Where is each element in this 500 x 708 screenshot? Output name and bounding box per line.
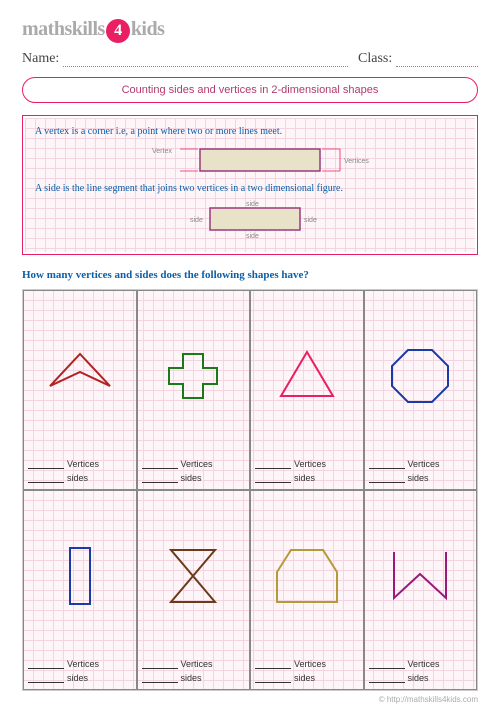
answer-lines: Vertices sides — [28, 655, 132, 683]
shape-area — [369, 297, 473, 455]
definitions-box: A vertex is a corner i.e, a point where … — [22, 115, 478, 255]
vertices-blank — [142, 460, 178, 469]
logo: mathskills4kids — [22, 18, 164, 43]
vertex-diagram: Vertex Vertices — [35, 141, 465, 177]
answer-lines: Vertices sides — [142, 655, 246, 683]
class-label: Class: — [358, 51, 392, 67]
sides-label: sides — [294, 673, 315, 683]
sides-blank — [142, 674, 178, 683]
side-label-bottom: side — [246, 233, 259, 238]
logo-pre: math — [22, 18, 64, 40]
side-label-right: side — [304, 217, 317, 224]
side-label-top: side — [246, 201, 259, 208]
sides-label: sides — [294, 473, 315, 483]
vertices-label: Vertices — [408, 459, 440, 469]
footer-copyright: © http://mathskills4kids.com — [379, 695, 478, 704]
sides-blank — [142, 474, 178, 483]
sides-blank — [255, 674, 291, 683]
shape-area — [255, 497, 359, 655]
shape-area — [142, 497, 246, 655]
class-field: Class: — [358, 51, 478, 67]
vertices-label: Vertices — [294, 459, 326, 469]
name-blank — [63, 55, 348, 67]
shape-cell-7: Vertices sides — [364, 490, 478, 690]
vertices-blank — [369, 460, 405, 469]
worksheet-title: Counting sides and vertices in 2-dimensi… — [22, 77, 478, 103]
sides-blank — [369, 674, 405, 683]
shape-cell-6: Vertices sides — [250, 490, 364, 690]
sides-blank — [28, 674, 64, 683]
vertices-label: Vertices — [181, 459, 213, 469]
answer-lines: Vertices sides — [255, 455, 359, 483]
shape-cell-3: Vertices sides — [364, 290, 478, 490]
question-text: How many vertices and sides does the fol… — [22, 269, 478, 281]
shape-cell-1: Vertices sides — [137, 290, 251, 490]
sides-label: sides — [67, 673, 88, 683]
sides-label: sides — [408, 473, 429, 483]
vertices-label: Vertices — [294, 659, 326, 669]
name-label: Name: — [22, 51, 59, 67]
side-diagram: side side side side — [35, 198, 465, 238]
sides-label: sides — [181, 673, 202, 683]
vertices-label: Vertices — [67, 659, 99, 669]
shape-cell-0: Vertices sides — [23, 290, 137, 490]
sides-label: sides — [181, 473, 202, 483]
answer-lines: Vertices sides — [369, 655, 473, 683]
vertices-label: Vertices — [344, 158, 369, 165]
name-class-row: Name: Class: — [22, 51, 478, 67]
vertex-definition: A vertex is a corner i.e, a point where … — [35, 126, 465, 137]
side-definition: A side is the line segment that joins tw… — [35, 183, 465, 194]
sides-blank — [28, 474, 64, 483]
vertices-label: Vertices — [67, 459, 99, 469]
vertices-blank — [28, 460, 64, 469]
shape-cell-4: Vertices sides — [23, 490, 137, 690]
sides-blank — [369, 474, 405, 483]
shape-area — [142, 297, 246, 455]
shape-cell-2: Vertices sides — [250, 290, 364, 490]
vertices-label: Vertices — [181, 659, 213, 669]
shape-area — [28, 297, 132, 455]
answer-lines: Vertices sides — [255, 655, 359, 683]
class-blank — [396, 55, 478, 67]
shape-cell-5: Vertices sides — [137, 490, 251, 690]
sides-label: sides — [408, 673, 429, 683]
side-label-left: side — [190, 217, 203, 224]
sides-label: sides — [67, 473, 88, 483]
vertices-blank — [255, 460, 291, 469]
shape-area — [255, 297, 359, 455]
vertices-blank — [142, 660, 178, 669]
shape-area — [369, 497, 473, 655]
vertex-label: Vertex — [152, 148, 172, 155]
answer-lines: Vertices sides — [142, 455, 246, 483]
vertices-blank — [369, 660, 405, 669]
shapes-grid: Vertices sides Vertices sides Vertices s… — [23, 290, 477, 690]
shape-area — [28, 497, 132, 655]
shapes-grid-wrap: Vertices sides Vertices sides Vertices s… — [22, 289, 478, 691]
logo-num: 4 — [106, 19, 130, 43]
logo-mid: skills — [64, 18, 104, 40]
vertices-blank — [255, 660, 291, 669]
sides-blank — [255, 474, 291, 483]
vertices-blank — [28, 660, 64, 669]
answer-lines: Vertices sides — [28, 455, 132, 483]
name-field: Name: — [22, 51, 348, 67]
vertices-label: Vertices — [408, 659, 440, 669]
answer-lines: Vertices sides — [369, 455, 473, 483]
logo-post: kids — [131, 18, 165, 40]
